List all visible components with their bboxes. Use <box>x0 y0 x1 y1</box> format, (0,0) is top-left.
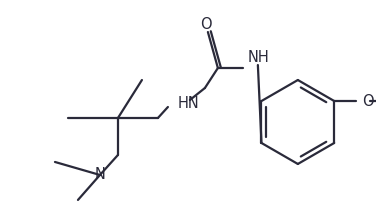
Text: HN: HN <box>178 95 200 111</box>
Text: O: O <box>362 94 374 109</box>
Text: N: N <box>94 167 105 183</box>
Text: O: O <box>200 17 212 32</box>
Text: NH: NH <box>248 49 270 64</box>
